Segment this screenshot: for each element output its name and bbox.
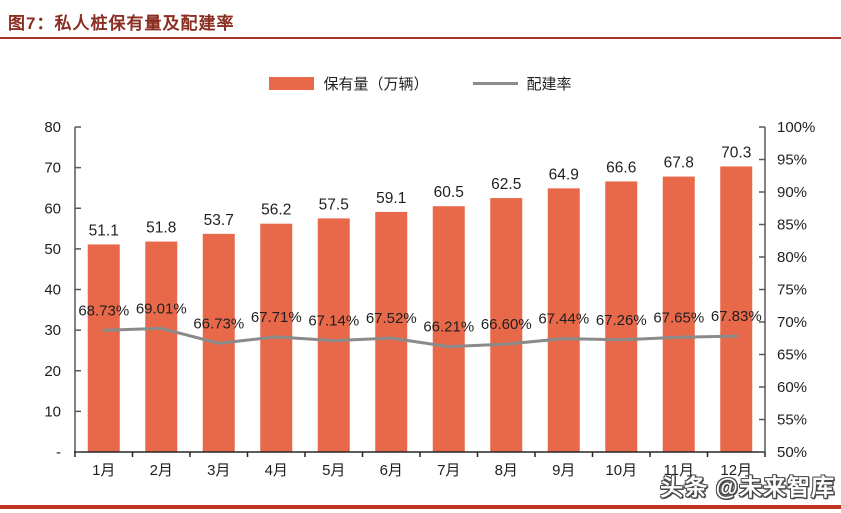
bar-value-label: 67.8 — [664, 155, 694, 172]
x-axis-label: 8月 — [495, 462, 518, 479]
bar-value-label: 66.6 — [606, 159, 636, 176]
bar-value-label: 51.8 — [146, 220, 176, 237]
rate-value-label: 68.73% — [78, 302, 129, 319]
bar-value-label: 51.1 — [89, 222, 119, 239]
right-axis-label: 85% — [777, 217, 807, 234]
bar-value-label: 60.5 — [434, 184, 464, 201]
rate-value-label: 66.73% — [193, 315, 244, 332]
rate-value-label: 69.01% — [136, 300, 187, 317]
figure-title: 图7：私人桩保有量及配建率 — [8, 14, 235, 33]
x-axis-label: 4月 — [265, 462, 288, 479]
bar-value-label: 64.9 — [549, 166, 579, 183]
right-axis-label: 60% — [777, 379, 807, 396]
bar-value-label: 57.5 — [319, 196, 349, 213]
rate-value-label: 67.65% — [653, 309, 704, 326]
bar — [662, 176, 695, 452]
watermark: 头条 @未来智库 — [660, 474, 835, 500]
left-axis-label: 10 — [44, 403, 61, 420]
legend-label-holdings: 保有量（万辆） — [323, 75, 429, 93]
left-axis-label: 20 — [44, 363, 61, 380]
rate-value-label: 66.60% — [481, 316, 532, 333]
bar — [375, 211, 408, 452]
left-axis-label: 50 — [44, 241, 61, 258]
right-axis-label: 75% — [777, 282, 807, 299]
x-axis-label: 11月 — [663, 462, 694, 479]
left-axis-label: 30 — [44, 322, 61, 339]
x-axis-label: 5月 — [322, 462, 345, 479]
left-axis-label: - — [56, 444, 61, 461]
bar-value-label: 62.5 — [491, 176, 521, 193]
bar-series-swatch-icon — [269, 76, 315, 90]
legend-item-holdings: 保有量（万辆） — [269, 73, 429, 94]
legend-label-rate: 配建率 — [526, 75, 572, 93]
left-axis-label: 80 — [44, 119, 61, 136]
bar — [432, 206, 465, 452]
rate-value-label: 67.52% — [366, 310, 417, 327]
bottom-rule — [0, 505, 841, 509]
bar — [605, 181, 638, 452]
title-underline — [0, 37, 841, 39]
left-axis-label: 70 — [44, 160, 61, 177]
right-axis-label: 80% — [777, 249, 807, 266]
left-axis-label: 40 — [44, 282, 61, 299]
x-axis-label: 12月 — [720, 462, 752, 479]
rate-value-label: 67.71% — [251, 309, 302, 326]
bar — [547, 188, 580, 452]
right-axis-label: 90% — [777, 184, 807, 201]
rate-value-label: 67.44% — [538, 311, 589, 328]
line-series-swatch-icon — [472, 81, 518, 85]
bar-value-label: 56.2 — [261, 202, 291, 219]
rate-line — [102, 326, 738, 349]
right-axis-label: 55% — [777, 412, 807, 429]
chart-legend: 保有量（万辆） 配建率 — [0, 72, 841, 94]
x-axis-label: 9月 — [552, 462, 575, 479]
bar — [720, 166, 753, 452]
combo-bar-line-chart: 80 70 60 50 40 30 20 10 - 100% 95% 90% 85% 80% 75% 70% 6… — [44, 119, 815, 479]
x-axis-label: 7月 — [437, 462, 460, 479]
bar-value-label: 70.3 — [721, 144, 751, 161]
bar — [87, 244, 120, 452]
right-axis-label: 95% — [777, 152, 807, 169]
bar — [317, 218, 350, 452]
x-axis-label: 6月 — [380, 462, 403, 479]
legend-item-rate: 配建率 — [472, 73, 572, 94]
rate-value-label: 66.21% — [423, 319, 474, 336]
bar-value-label: 53.7 — [204, 212, 234, 229]
x-axis-label: 10月 — [605, 462, 637, 479]
right-axis-label: 50% — [777, 444, 807, 461]
bar — [490, 198, 523, 452]
rate-value-label: 67.14% — [308, 313, 359, 330]
bar-value-label: 59.1 — [376, 190, 406, 207]
rate-value-label: 67.26% — [596, 312, 647, 329]
rate-value-label: 67.83% — [711, 308, 762, 325]
right-axis-label: 65% — [777, 347, 807, 364]
bar — [145, 241, 178, 452]
right-axis-label: 70% — [777, 314, 807, 331]
x-axis-label: 2月 — [150, 462, 173, 479]
x-axis-label: 1月 — [92, 462, 115, 479]
left-axis-label: 60 — [44, 200, 61, 217]
x-axis-label: 3月 — [207, 462, 230, 479]
right-axis-label: 100% — [777, 119, 815, 136]
